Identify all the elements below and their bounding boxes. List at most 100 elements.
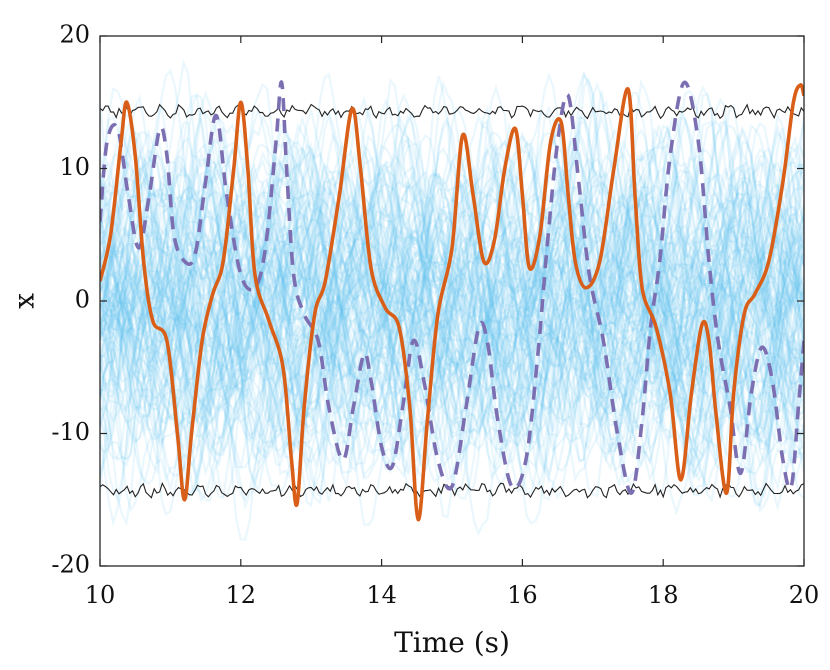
- ensemble-member-line: [100, 148, 804, 386]
- ensemble-member-line: [100, 109, 804, 506]
- ensemble-member-line: [100, 111, 804, 492]
- ensemble-member-line: [100, 170, 804, 435]
- ensemble-member-line: [100, 110, 804, 431]
- truth-solid-line: [100, 83, 804, 522]
- ensemble-member-line: [100, 152, 804, 434]
- ensemble-member-line: [100, 132, 804, 479]
- ensemble-member-line: [100, 133, 804, 446]
- ensemble-member-line: [100, 70, 804, 474]
- ensemble-member-line: [100, 121, 804, 428]
- ensemble-member-line: [100, 92, 804, 469]
- ensemble-member-line: [100, 175, 804, 437]
- y-tick-label: 0: [75, 286, 90, 314]
- ensemble-member-line: [100, 123, 804, 448]
- ensemble-member-line: [100, 132, 804, 500]
- ensemble-member-line: [100, 149, 804, 527]
- ensemble-member-line: [100, 165, 804, 514]
- ensemble-member-line: [100, 187, 804, 516]
- ensemble-member-line: [100, 75, 804, 480]
- x-tick-label: 12: [226, 581, 257, 609]
- ensemble-member-line: [100, 140, 804, 493]
- ensemble-member-line: [100, 198, 804, 466]
- ensemble-member-line: [100, 78, 804, 474]
- ensemble-member-line: [100, 72, 804, 445]
- ensemble-member-line: [100, 168, 804, 455]
- ensemble-member-line: [100, 161, 804, 412]
- ensemble-member-line: [100, 170, 804, 417]
- x-tick-label: 10: [85, 581, 116, 609]
- ensemble-member-line: [100, 116, 804, 400]
- ensemble-member-line: [100, 109, 804, 449]
- ensemble-member-line: [100, 142, 804, 472]
- ensemble-member-line: [100, 140, 804, 467]
- ensemble-member-line: [100, 184, 804, 401]
- ensemble-member-line: [100, 163, 804, 501]
- ensemble-member-line: [100, 92, 804, 465]
- y-axis-ticks: -20 -10 0 10 20: [51, 21, 804, 579]
- series-layer: [100, 80, 804, 522]
- ensemble-member-line: [100, 106, 804, 496]
- ensemble-member-line: [100, 97, 804, 487]
- ensemble-member-line: [100, 81, 804, 504]
- ensemble-member-line: [100, 144, 804, 448]
- ensemble-member-line: [100, 105, 804, 516]
- ensemble-member-line: [100, 116, 804, 467]
- x-tick-label: 16: [507, 581, 538, 609]
- ensemble-member-line: [100, 155, 804, 503]
- ensemble-member-line: [100, 151, 804, 419]
- ensemble-member-line: [100, 145, 804, 496]
- ensemble-member-line: [100, 180, 804, 450]
- ensemble-member-line: [100, 138, 804, 500]
- ensemble-member-line: [100, 125, 804, 441]
- ensemble-member-line: [100, 131, 804, 413]
- ensemble-member-line: [100, 114, 804, 463]
- y-tick-label: -20: [51, 551, 90, 579]
- ensemble-member-line: [100, 174, 804, 441]
- ensemble-member-line: [100, 163, 804, 423]
- ensemble-member-line: [100, 155, 804, 489]
- ensemble-member-line: [100, 128, 804, 453]
- ensemble-member-line: [100, 114, 804, 512]
- ensemble-member-line: [100, 116, 804, 488]
- ensemble-member-line: [100, 208, 804, 440]
- x-tick-label: 18: [648, 581, 679, 609]
- estimate-dashed-line: [100, 80, 804, 495]
- ensemble-member-line: [100, 129, 804, 473]
- ensemble-member-line: [100, 93, 804, 472]
- ensemble-member-line: [100, 140, 804, 453]
- ensemble-member-line: [100, 138, 804, 468]
- ensemble-member-line: [100, 169, 804, 456]
- ensemble-member-line: [100, 116, 804, 490]
- upper-envelope-line: [100, 103, 804, 120]
- x-axis-label: Time (s): [394, 626, 510, 659]
- plot-area: [100, 36, 804, 566]
- ensemble-member-line: [100, 185, 804, 438]
- ensemble-member-line: [100, 68, 804, 456]
- y-tick-label: 20: [59, 21, 90, 49]
- ensemble-layer: [100, 58, 804, 541]
- ensemble-member-line: [100, 179, 804, 424]
- y-axis-label: x: [8, 293, 41, 309]
- ensemble-member-line: [100, 200, 804, 432]
- ensemble-member-line: [100, 105, 804, 492]
- ensemble-member-line: [100, 143, 804, 527]
- ensemble-member-line: [100, 90, 804, 443]
- y-tick-label: 10: [59, 153, 90, 181]
- ensemble-member-line: [100, 141, 804, 443]
- ensemble-member-line: [100, 113, 804, 501]
- ensemble-member-line: [100, 127, 804, 464]
- ensemble-member-line: [100, 111, 804, 458]
- ensemble-member-line: [100, 215, 804, 444]
- ensemble-member-line: [100, 139, 804, 408]
- ensemble-member-line: [100, 184, 804, 415]
- ensemble-member-line: [100, 128, 804, 483]
- ensemble-member-line: [100, 180, 804, 434]
- x-tick-label: 20: [789, 581, 820, 609]
- x-tick-label: 14: [366, 581, 397, 609]
- y-tick-label: -10: [51, 418, 90, 446]
- ensemble-member-line: [100, 58, 804, 449]
- ensemble-member-line: [100, 94, 804, 456]
- ensemble-member-line: [100, 203, 804, 462]
- ensemble-member-line: [100, 203, 804, 431]
- ensemble-member-line: [100, 177, 804, 423]
